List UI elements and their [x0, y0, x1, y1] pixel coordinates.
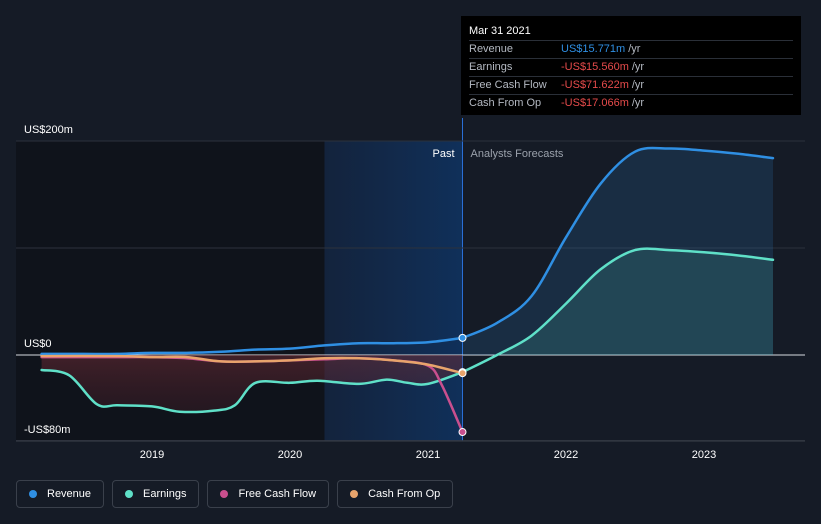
x-tick-label: 2019	[140, 449, 164, 461]
cash-from-op-line	[40, 354, 464, 375]
forecast-label: Analysts Forecasts	[471, 148, 564, 160]
tooltip-label: Free Cash Flow	[469, 79, 547, 91]
highlight-region	[324, 141, 463, 441]
legend-item-free-cash-flow[interactable]: Free Cash Flow	[207, 480, 330, 508]
legend-label: Earnings	[143, 488, 187, 500]
tooltip-unit: /yr	[631, 79, 645, 91]
legend-item-cash-from-op[interactable]: Cash From Op	[337, 480, 454, 508]
tooltip-value: US$15.771m	[561, 43, 626, 55]
tooltip-value: -US$15.560m	[561, 61, 629, 73]
legend-label: Revenue	[47, 488, 92, 500]
x-tick-label: 2023	[692, 449, 716, 461]
y-axis-label: US$0	[24, 338, 52, 350]
y-axis-label: US$200m	[24, 124, 73, 136]
chart-area: US$200m US$0 -US$80m 2019 2020 2021 2022 2023 Pa…	[16, 118, 805, 461]
earnings-forecast-line	[461, 247, 775, 374]
tooltip-label: Earnings	[469, 61, 513, 73]
revenue-marker	[458, 333, 467, 342]
tooltip-unit: /yr	[631, 61, 645, 73]
earnings-dot-icon	[125, 490, 134, 498]
tooltip-label: Revenue	[469, 43, 514, 55]
legend-item-revenue[interactable]: Revenue	[16, 480, 105, 508]
tooltip-date: Mar 31 2021	[469, 25, 531, 37]
legend-label: Free Cash Flow	[238, 488, 317, 500]
x-tick-label: 2020	[278, 449, 302, 461]
past-label: Past	[432, 148, 454, 160]
tooltip-unit: /yr	[628, 43, 641, 55]
tooltip-row-revenue: Revenue US$15.771m /yr	[469, 40, 793, 58]
tooltip-label: Cash From Op	[469, 97, 542, 109]
tooltip-row-cash-from-op: Cash From Op -US$17.066m /yr	[469, 94, 793, 112]
tooltip-unit: /yr	[631, 97, 645, 109]
free-cash-flow-dot-icon	[220, 490, 229, 498]
free-cash-flow-marker	[458, 428, 467, 437]
cash-from-op-marker	[458, 369, 467, 378]
earnings-forecast-area	[497, 248, 773, 355]
revenue-forecast-area	[462, 147, 773, 355]
x-tick-label: 2022	[554, 449, 578, 461]
legend: Revenue Earnings Free Cash Flow Cash Fro…	[16, 480, 454, 508]
legend-label: Cash From Op	[368, 488, 441, 500]
x-tick-label: 2021	[416, 449, 440, 461]
tooltip-row-free-cash-flow: Free Cash Flow -US$71.622m /yr	[469, 76, 793, 94]
tooltip-value: -US$71.622m	[561, 79, 629, 91]
y-axis-label: -US$80m	[24, 424, 70, 436]
revenue-forecast-line	[461, 146, 775, 340]
tooltip: Mar 31 2021 Revenue US$15.771m /yr Earni…	[461, 16, 801, 115]
tooltip-row-earnings: Earnings -US$15.560m /yr	[469, 58, 793, 76]
revenue-line	[40, 336, 464, 356]
revenue-dot-icon	[29, 490, 37, 498]
tooltip-value: -US$17.066m	[561, 97, 629, 109]
earnings-line	[40, 368, 464, 414]
cash-from-op-dot-icon	[350, 490, 359, 498]
legend-item-earnings[interactable]: Earnings	[112, 480, 200, 508]
